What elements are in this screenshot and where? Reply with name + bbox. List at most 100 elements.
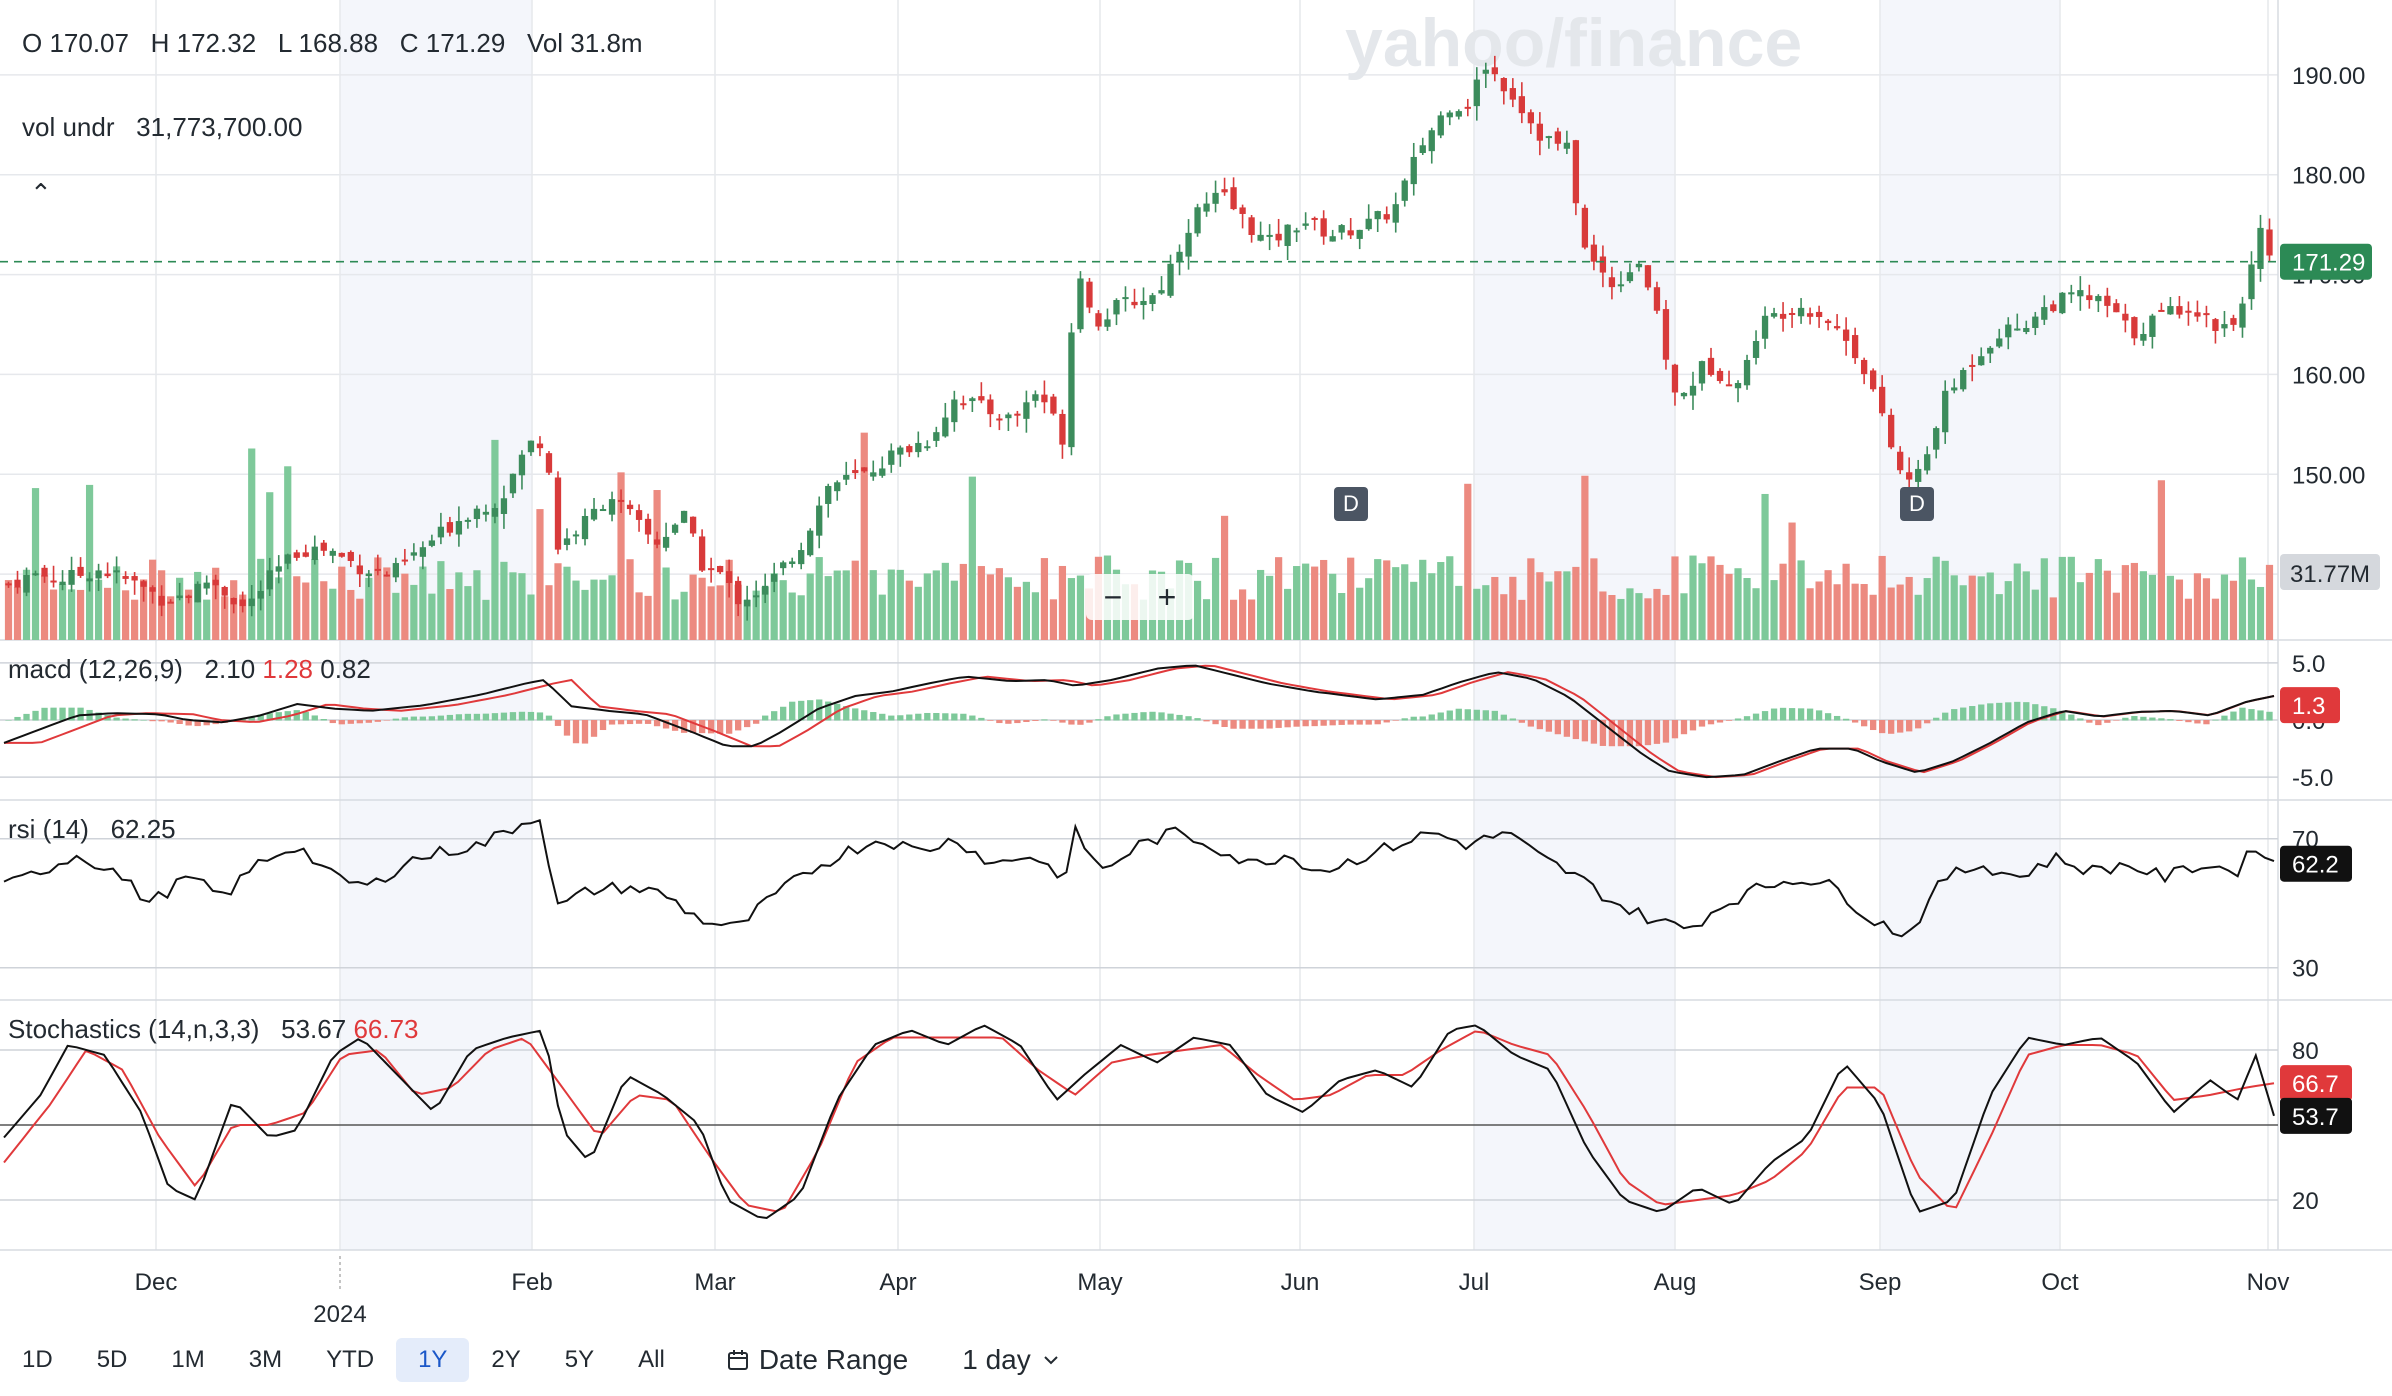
candle-body	[437, 526, 445, 538]
macd-histogram-bar	[455, 714, 463, 721]
macd-histogram-bar	[1879, 720, 1886, 734]
volume-bar	[67, 589, 76, 640]
range-1m-button[interactable]: 1M	[171, 1346, 205, 1373]
macd-histogram-bar	[2113, 720, 2120, 721]
stoch-readout: Stochastics (14,n,3,3) 53.67 66.73	[8, 1014, 419, 1045]
macd-histogram-bar	[1743, 716, 1751, 721]
macd-histogram-bar	[1140, 712, 1147, 721]
range-3m-button[interactable]: 3M	[248, 1346, 283, 1373]
candle-body	[1815, 311, 1823, 318]
volume-bar	[1238, 589, 1247, 640]
candle-body	[581, 515, 589, 540]
macd-histogram-bar	[338, 720, 345, 725]
volume-bar	[94, 579, 103, 640]
macd-histogram-bar	[545, 715, 553, 721]
x-tick-label: Jul	[1459, 1269, 1490, 1296]
candle-body	[626, 504, 634, 510]
range-1y-button[interactable]: 1Y	[396, 1338, 470, 1382]
zoom-in-button[interactable]: +	[1157, 578, 1177, 615]
volume-bar	[2004, 581, 2012, 640]
candle-body	[780, 562, 787, 569]
candle-body	[1951, 387, 1958, 391]
candle-body	[879, 468, 886, 476]
range-5y-button[interactable]: 5Y	[564, 1346, 595, 1373]
volume-bar	[1067, 578, 1076, 640]
volume-bar	[356, 598, 364, 640]
volume-bar	[1338, 593, 1346, 640]
candle-body	[491, 508, 499, 517]
candle-body	[122, 576, 129, 579]
stoch-tick-label: 20	[2292, 1188, 2319, 1215]
volume-bar	[1959, 585, 1967, 640]
macd-histogram-bar	[852, 708, 859, 721]
volume-bar	[76, 589, 85, 640]
candle-body	[1689, 385, 1697, 396]
candle-body	[2167, 306, 2174, 315]
macd-histogram-bar	[50, 707, 57, 721]
volume-bar	[1950, 575, 1958, 640]
macd-histogram-bar	[1590, 720, 1598, 744]
volume-bar	[1770, 580, 1778, 640]
stoch-k-tag	[2280, 1065, 2352, 1102]
volume-bar	[428, 593, 436, 640]
candle-body	[1879, 386, 1886, 414]
volume-bar	[1599, 591, 1607, 640]
macd-histogram-bar	[1653, 720, 1661, 744]
stoch-value-2: 66.73	[353, 1014, 419, 1044]
volume-bar	[1211, 557, 1220, 640]
candle-body	[1572, 140, 1580, 204]
volume-bar	[1229, 599, 1238, 640]
volume-bar	[140, 579, 148, 640]
candle-body	[2212, 319, 2219, 331]
volume-bar	[599, 579, 607, 640]
volume-bar	[851, 560, 859, 640]
range-all-button[interactable]: All	[638, 1346, 665, 1373]
volume-bar	[932, 570, 940, 640]
range-ytd-button[interactable]: YTD	[326, 1346, 375, 1373]
candle-body	[2113, 303, 2120, 313]
x-tick-label: Dec	[135, 1269, 178, 1296]
candle-body	[1716, 370, 1724, 382]
volume-bar	[1284, 588, 1292, 640]
volume-bar	[1193, 580, 1202, 640]
range-2y-button[interactable]: 2Y	[491, 1346, 521, 1373]
dividend-badge[interactable]: D	[1900, 487, 1934, 521]
dividend-badge[interactable]: D	[1334, 487, 1368, 521]
volume-bar	[2112, 592, 2120, 640]
chevron-up-icon[interactable]: ⌃	[30, 178, 52, 208]
zoom-out-button[interactable]: −	[1103, 578, 1123, 615]
watermark: yahoo/finance	[1345, 5, 1802, 81]
macd-histogram-bar	[1158, 712, 1165, 721]
candle-body	[1608, 277, 1616, 288]
macd-histogram-bar	[1752, 713, 1760, 721]
range-5d-button[interactable]: 5D	[96, 1346, 128, 1373]
volume-bar	[590, 579, 598, 640]
candle-body	[1248, 217, 1255, 235]
candle-body	[2023, 328, 2030, 332]
volume-bar	[383, 567, 391, 640]
macd-histogram-bar	[1473, 709, 1480, 721]
volume-bar	[1329, 573, 1337, 640]
candle-body	[1356, 229, 1363, 239]
range-1d-button[interactable]: 1D	[22, 1346, 53, 1373]
macd-histogram-bar	[1446, 710, 1453, 721]
vol-undr-label: vol undr	[22, 112, 115, 142]
stoch-d-tag	[2280, 1097, 2352, 1134]
candle-body	[852, 470, 859, 474]
volume-bar	[806, 573, 814, 640]
macd-last-label: 1.3	[2292, 693, 2325, 720]
macd-histogram-bar	[1176, 714, 1183, 721]
volume-bar	[1527, 558, 1535, 640]
volume-bar	[878, 594, 886, 640]
macd-histogram-bar	[1860, 720, 1868, 727]
volume-bar	[85, 484, 94, 640]
macd-histogram-bar	[1978, 704, 1985, 721]
macd-last-tag	[2280, 687, 2340, 724]
candle-body	[1671, 364, 1679, 393]
date-range-button[interactable]: Date Range	[727, 1344, 908, 1376]
macd-histogram-bar	[2158, 718, 2165, 721]
interval-dropdown[interactable]: 1 day	[962, 1344, 1059, 1376]
candle-body	[1527, 112, 1534, 124]
macd-histogram-bar	[1644, 720, 1652, 746]
